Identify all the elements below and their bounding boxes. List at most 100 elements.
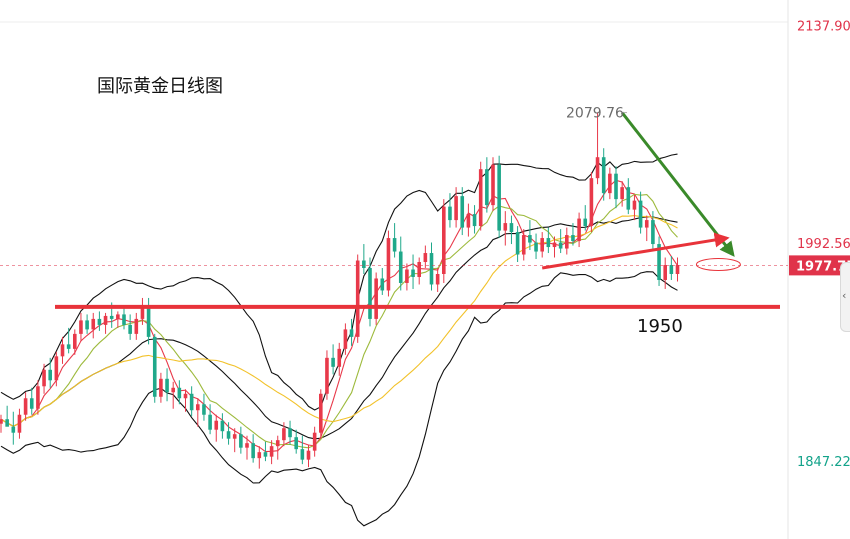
- candle-body: [103, 315, 108, 325]
- candle-body: [251, 443, 255, 459]
- candle: [460, 187, 465, 236]
- candle: [282, 422, 286, 447]
- candle: [343, 323, 348, 355]
- candle-body: [497, 164, 501, 231]
- candle-body: [632, 200, 637, 210]
- candle: [5, 405, 9, 427]
- candle-body: [171, 387, 175, 393]
- candle: [116, 311, 120, 328]
- candle: [146, 297, 151, 345]
- candle-body: [288, 428, 292, 438]
- candle-body: [601, 157, 606, 194]
- candle-body: [146, 306, 151, 337]
- candle: [355, 254, 360, 343]
- candle-body: [405, 269, 409, 283]
- candle-body: [306, 450, 311, 460]
- candle-body: [312, 432, 317, 451]
- candle-body: [435, 273, 440, 285]
- candle-body: [620, 187, 624, 200]
- candle: [73, 329, 77, 355]
- candle: [398, 236, 403, 291]
- candle-body: [91, 318, 96, 330]
- candle-body: [374, 278, 378, 319]
- candle: [196, 398, 200, 427]
- current-price-tag: 1977.75: [789, 255, 850, 276]
- candle: [208, 404, 212, 435]
- candle: [23, 392, 28, 421]
- moving-average-line-ma30: [0, 215, 678, 427]
- candle: [54, 351, 59, 387]
- candle: [79, 312, 83, 342]
- moving-average-line-ma5: [0, 179, 678, 453]
- candle-body: [337, 348, 342, 367]
- candle-body: [657, 244, 661, 280]
- candle-body: [626, 187, 631, 210]
- candle: [0, 414, 3, 433]
- candle-body: [263, 452, 268, 457]
- candle: [632, 194, 637, 221]
- candle: [497, 155, 501, 239]
- candle: [626, 178, 631, 215]
- candle: [583, 205, 588, 231]
- bollinger-middle-line: [0, 216, 678, 440]
- candle: [140, 297, 145, 325]
- candle-body: [608, 173, 612, 194]
- candle: [66, 327, 71, 354]
- candle: [245, 435, 249, 460]
- candle-body: [97, 318, 102, 325]
- candle: [128, 314, 132, 340]
- candle-body: [134, 318, 139, 334]
- candle: [251, 434, 255, 463]
- candle: [448, 193, 452, 228]
- candle-body: [398, 251, 403, 283]
- candle: [644, 215, 649, 242]
- candle-body: [565, 235, 569, 249]
- candle: [392, 223, 397, 258]
- candle: [608, 167, 612, 200]
- candle-body: [42, 369, 46, 387]
- candle-body: [214, 420, 219, 430]
- candle: [288, 420, 292, 445]
- candle-body: [220, 420, 225, 432]
- candle: [48, 357, 52, 388]
- candle-body: [331, 357, 335, 367]
- candle: [275, 435, 280, 460]
- candle: [601, 148, 606, 201]
- candle-body: [239, 434, 243, 448]
- candle-body: [282, 428, 286, 441]
- price-axis-label: 2137.90: [797, 20, 850, 35]
- moving-average-line-ma10: [0, 193, 678, 449]
- candle-body: [509, 223, 514, 233]
- candle: [411, 254, 415, 289]
- candle: [417, 257, 421, 285]
- candle: [374, 272, 378, 325]
- candle-body: [36, 386, 40, 409]
- candle-body: [73, 333, 77, 349]
- candle-body: [558, 242, 563, 249]
- candle: [491, 157, 495, 212]
- candle: [103, 312, 108, 334]
- price-axis: 2137.90 1992.56 1847.22 1977.75: [789, 20, 850, 470]
- candle: [183, 389, 188, 412]
- highlight-ellipse: [695, 258, 741, 272]
- candle: [202, 393, 206, 421]
- candle-body: [355, 260, 360, 337]
- candle-body: [614, 173, 618, 200]
- candle: [269, 440, 274, 465]
- candle-body: [546, 238, 551, 248]
- candle: [546, 227, 551, 254]
- candle-body: [79, 320, 83, 334]
- candle: [620, 181, 624, 207]
- candle-body: [269, 446, 274, 457]
- candle-body: [66, 344, 71, 349]
- candle-body: [23, 398, 28, 415]
- candle: [675, 257, 680, 282]
- side-panel-toggle[interactable]: ‹: [840, 262, 850, 332]
- candle-body: [5, 419, 9, 427]
- candle-body: [349, 329, 354, 337]
- candle-body: [362, 260, 366, 269]
- candle-body: [589, 178, 594, 227]
- candle-body: [423, 253, 428, 263]
- candle-body: [109, 315, 114, 319]
